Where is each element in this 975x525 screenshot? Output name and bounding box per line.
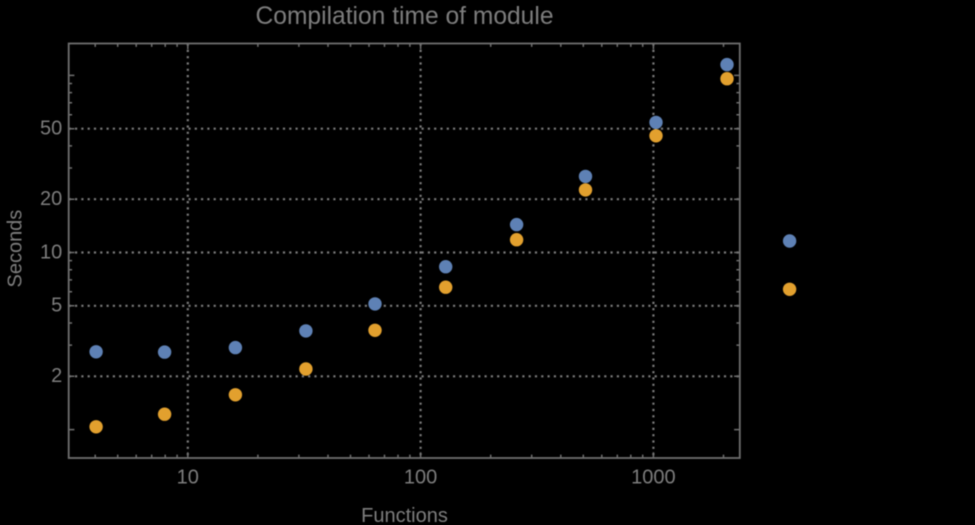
svg-text:Seconds: Seconds: [5, 210, 27, 288]
svg-text:5: 5: [51, 295, 62, 317]
svg-text:1000: 1000: [631, 467, 676, 489]
svg-text:10: 10: [40, 241, 62, 263]
svg-text:Functions: Functions: [361, 505, 448, 525]
svg-text:100: 100: [404, 467, 437, 489]
svg-text:Compilation time of module: Compilation time of module: [256, 3, 554, 30]
svg-text:10: 10: [177, 467, 199, 489]
svg-text:20: 20: [40, 188, 62, 210]
svg-text:2: 2: [51, 365, 62, 387]
svg-text:50: 50: [40, 118, 62, 140]
